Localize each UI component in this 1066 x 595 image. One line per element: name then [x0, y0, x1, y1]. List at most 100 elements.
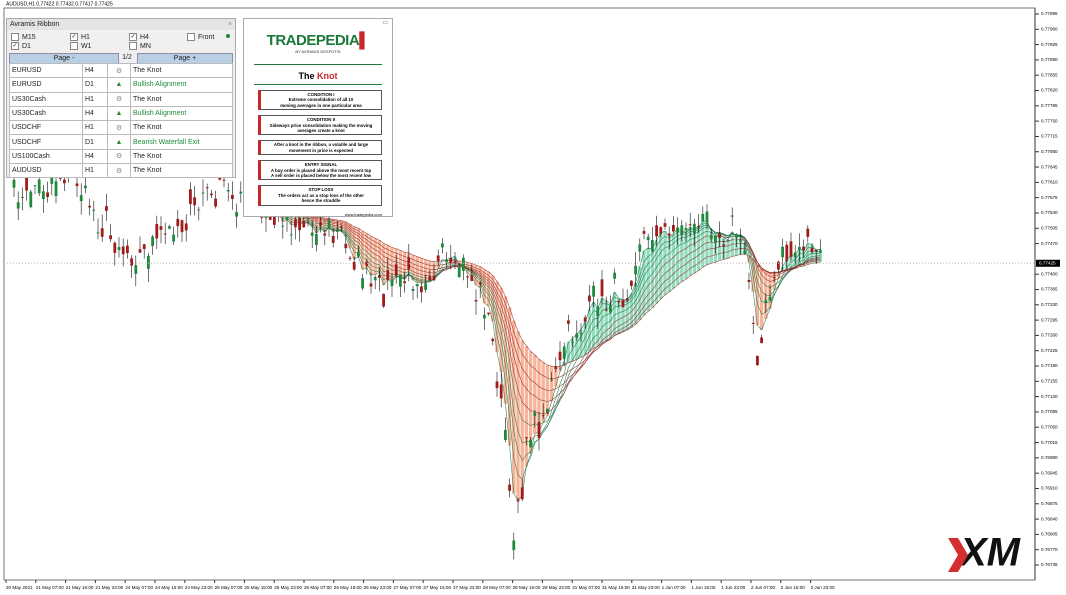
- price-label: 0.77645: [1041, 164, 1058, 169]
- xm-logo: XM: [948, 531, 1022, 575]
- candle-body: [63, 179, 66, 184]
- checkbox-label: Front: [198, 33, 215, 41]
- timeframe-checkbox[interactable]: ✓ D1: [11, 42, 31, 50]
- signal-row[interactable]: US100Cash H4 ⚙ The Knot: [9, 148, 233, 165]
- candle-body: [33, 185, 37, 187]
- candle-body: [718, 233, 721, 238]
- candle-body: [667, 233, 671, 236]
- signal-row[interactable]: US30Cash H1 ⚙ The Knot: [9, 91, 233, 107]
- candle-body: [638, 244, 642, 252]
- symbol-cell: EURUSD: [9, 62, 83, 79]
- candle-body: [474, 299, 478, 302]
- time-label: 28 May 07:00: [483, 585, 511, 590]
- time-label: 21 May 23:00: [95, 585, 123, 590]
- panel-title-bar: Avramis Ribbon ×: [7, 19, 235, 30]
- price-label: 0.76735: [1041, 562, 1058, 567]
- time-label: 28 May 23:00: [542, 585, 570, 590]
- candle-body: [12, 179, 16, 188]
- front-checkbox[interactable]: Front: [187, 33, 214, 41]
- candle-body: [529, 439, 532, 447]
- timeframe-checkbox[interactable]: ✓ H4: [129, 33, 149, 41]
- candle-body: [562, 346, 566, 359]
- status-dot: [226, 34, 230, 38]
- time-label: 26 May 07:00: [304, 585, 332, 590]
- checkbox-box: ✓: [129, 33, 137, 41]
- candle-body: [75, 183, 79, 187]
- candle-body: [802, 246, 805, 251]
- signal-row[interactable]: EURUSD H4 ⚙ The Knot: [9, 62, 233, 79]
- candle-body: [625, 298, 629, 301]
- signal-row[interactable]: US30Cash H4 ▲ Bullish Alignment: [9, 105, 233, 122]
- price-label: 0.77155: [1041, 379, 1058, 384]
- timeframe-checkbox[interactable]: ✓ H1: [70, 33, 90, 41]
- candle-body: [760, 337, 763, 344]
- candle-body: [688, 224, 692, 226]
- icon-cell: ⚙: [107, 62, 131, 79]
- candle-body: [315, 234, 318, 245]
- info-heading: CONDITION I: [307, 92, 335, 97]
- checkbox-label: H1: [81, 33, 90, 41]
- candle-body: [432, 276, 436, 281]
- info-line: After a knot in the ribbon, a volatile a…: [273, 142, 369, 148]
- candle-body: [117, 247, 121, 251]
- candle-body: [50, 177, 54, 184]
- price-label: 0.76945: [1041, 470, 1058, 475]
- checkbox-label: M15: [22, 33, 36, 41]
- candle-body: [378, 275, 381, 278]
- timeframe-checkbox[interactable]: M15: [11, 33, 36, 41]
- info-box: ENTRY SIGNAL A buy order is placed above …: [258, 160, 382, 181]
- ribbon-line: [253, 205, 821, 391]
- price-label: 0.77610: [1041, 180, 1058, 185]
- candle-body: [21, 196, 24, 198]
- candle-body: [747, 279, 751, 283]
- symbol-info: AUDUSD,H1 0.77422 0.77432 0.77417 0.7742…: [6, 1, 113, 7]
- timeframe-checkbox[interactable]: W1: [70, 42, 92, 50]
- time-label: 25 May 15:00: [244, 585, 272, 590]
- checkbox-box: ✓: [11, 42, 19, 50]
- candle-body: [134, 265, 138, 274]
- price-label: 0.76770: [1041, 547, 1058, 552]
- time-label: 2 Jun 15:00: [781, 585, 805, 590]
- info-heading: ENTRY SIGNAL: [304, 162, 338, 168]
- brand: TRADEPEDIA▌: [244, 32, 392, 49]
- signal-cell: The Knot: [130, 163, 233, 179]
- signal-cell: The Knot: [130, 62, 233, 79]
- price-label: 0.77015: [1041, 440, 1058, 445]
- info-line: A sell order is placed below the most re…: [270, 173, 372, 179]
- candle-body: [88, 205, 91, 208]
- price-label: 0.77715: [1041, 134, 1058, 139]
- timeframe-cell: H4: [82, 148, 108, 165]
- price-label: 0.76805: [1041, 532, 1058, 537]
- signal-row[interactable]: AUDUSD H1 ⚙ The Knot: [9, 163, 233, 179]
- signal-cell: Bearish Waterfall Exit: [130, 134, 233, 150]
- signal-cell: Bullish Alignment: [130, 105, 233, 122]
- candle-body: [512, 540, 516, 551]
- candle-body: [84, 185, 87, 189]
- candle-body: [155, 224, 159, 239]
- candle-body: [323, 233, 327, 236]
- close-button[interactable]: ×: [227, 21, 232, 28]
- symbol-cell: US30Cash: [9, 91, 83, 107]
- signal-row[interactable]: USDCHF D1 ▲ Bearish Waterfall Exit: [9, 134, 233, 150]
- candle-body: [646, 236, 650, 241]
- price-label: 0.77505: [1041, 225, 1058, 230]
- candle-body: [462, 257, 465, 271]
- time-label: 1 Jun 23:00: [721, 585, 745, 590]
- signal-row[interactable]: USDCHF H1 ⚙ The Knot: [9, 120, 233, 136]
- panel-title: Avramis Ribbon: [10, 21, 60, 28]
- candle-body: [604, 309, 608, 311]
- candle-body: [533, 412, 537, 416]
- timeframe-checkbox[interactable]: MN: [129, 42, 151, 50]
- candle-body: [403, 281, 406, 284]
- price-label: 0.76875: [1041, 501, 1058, 506]
- candle-body: [390, 280, 394, 287]
- candle-body: [541, 415, 545, 417]
- signal-row[interactable]: EURUSD D1 ▲ Bullish Alignment: [9, 77, 233, 93]
- candle-body: [705, 211, 709, 222]
- candle-body: [428, 276, 432, 281]
- time-label: 2 Jun 23:00: [811, 585, 835, 590]
- info-line: movement in price is expected: [289, 147, 353, 153]
- ribbon-panel: Avramis Ribbon × M15 ✓ H1 ✓ H4 ✓ D1 W1 MN Front Pa…: [6, 18, 236, 179]
- candle-body: [25, 177, 28, 191]
- candle-body: [478, 282, 482, 285]
